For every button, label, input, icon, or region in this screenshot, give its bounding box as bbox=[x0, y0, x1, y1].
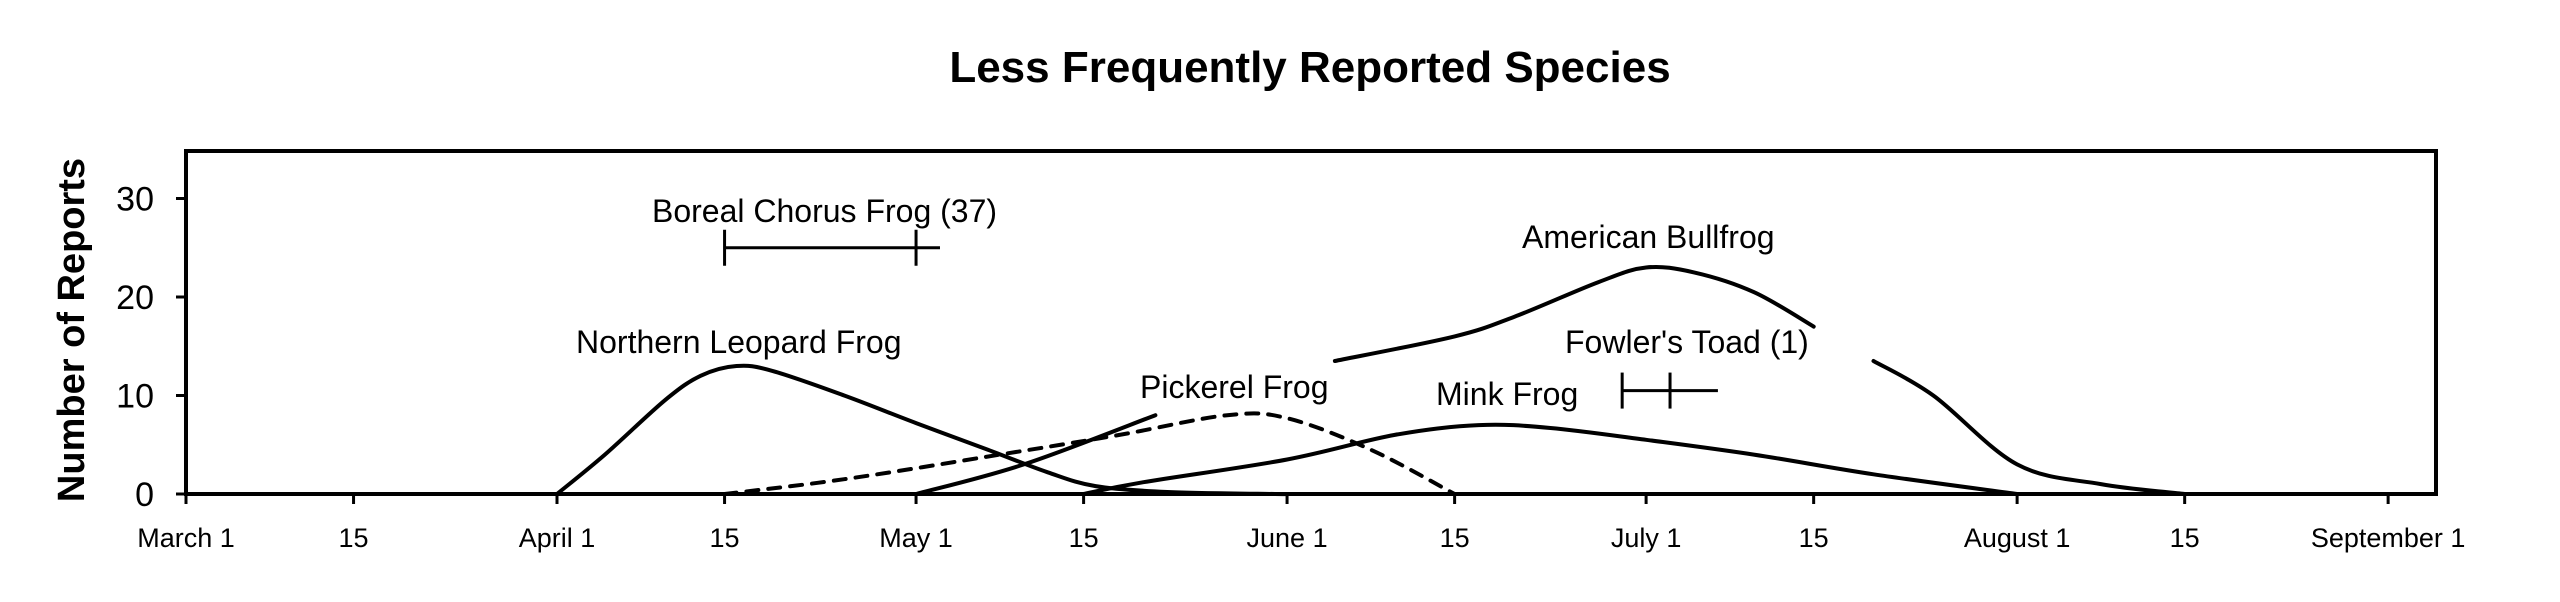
x-tick-label: May 1 bbox=[879, 523, 953, 553]
y-tick-label: 10 bbox=[116, 378, 154, 416]
x-tick-label: April 1 bbox=[519, 523, 596, 553]
x-tick-label: 15 bbox=[1440, 523, 1470, 553]
series-line-pickerel-frog bbox=[722, 411, 1457, 496]
label-pickerel-frog: Pickerel Frog bbox=[1140, 369, 1329, 405]
y-tick-label: 20 bbox=[116, 279, 154, 317]
label-american-bullfrog: American Bullfrog bbox=[1522, 219, 1775, 255]
series-line-american-bullfrog bbox=[1871, 359, 2187, 496]
y-axis-label: Number of Reports bbox=[51, 158, 93, 502]
series-line-mink-frog bbox=[1081, 422, 2020, 496]
label-northern-leopard-frog: Northern Leopard Frog bbox=[576, 324, 902, 360]
x-tick-label: August 1 bbox=[1964, 523, 2071, 553]
series-line-american-bullfrog bbox=[914, 413, 1158, 496]
series-line-northern-leopard-frog bbox=[555, 363, 1290, 497]
x-tick-label: September 1 bbox=[2311, 523, 2466, 553]
chart-title: Less Frequently Reported Species bbox=[949, 43, 1670, 92]
series-group bbox=[555, 264, 2187, 497]
x-tick-label: 15 bbox=[710, 523, 740, 553]
x-axis: March 1 15 April 1 15 May 1 15 June 1 15 July 1 1… bbox=[137, 494, 2465, 553]
y-tick-label: 0 bbox=[135, 476, 154, 514]
y-axis: 0 10 20 30 bbox=[116, 181, 186, 514]
label-boreal-chorus-frog: Boreal Chorus Frog (37) bbox=[652, 193, 997, 229]
series-line-american-bullfrog bbox=[1332, 264, 1816, 363]
y-tick-label: 30 bbox=[116, 181, 154, 219]
x-tick-label: March 1 bbox=[137, 523, 235, 553]
range-bars bbox=[723, 229, 1718, 409]
x-tick-label: June 1 bbox=[1247, 523, 1328, 553]
x-tick-label: July 1 bbox=[1611, 523, 1682, 553]
x-tick-label: 15 bbox=[1069, 523, 1099, 553]
plot-frame bbox=[184, 149, 2438, 496]
x-tick-label: 15 bbox=[1799, 523, 1829, 553]
x-tick-label: 15 bbox=[339, 523, 369, 553]
label-fowlers-toad: Fowler's Toad (1) bbox=[1565, 324, 1809, 360]
label-mink-frog: Mink Frog bbox=[1436, 376, 1578, 412]
x-tick-label: 15 bbox=[2170, 523, 2200, 553]
